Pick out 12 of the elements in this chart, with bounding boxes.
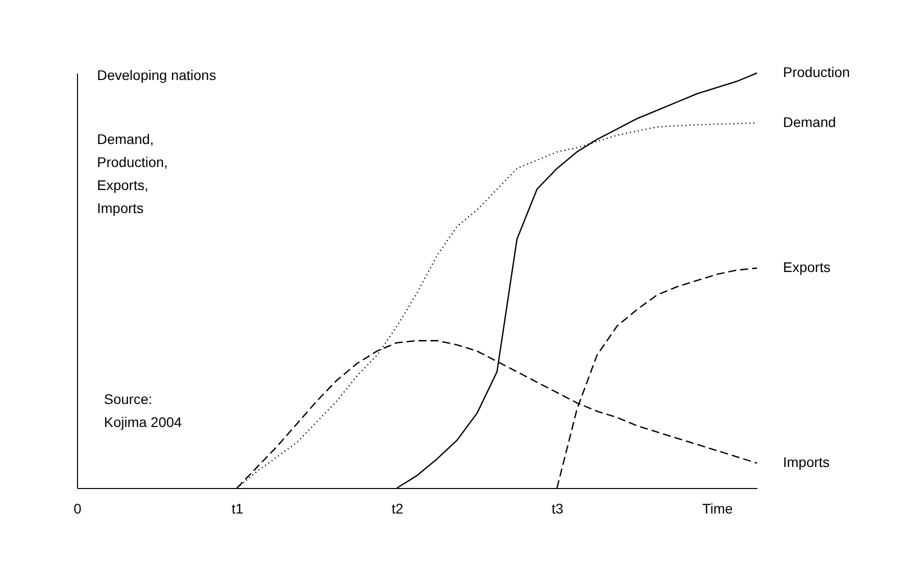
x-tick-label: Time [702, 500, 734, 516]
series-label: Imports [783, 454, 830, 470]
x-tick-label: t2 [392, 500, 404, 516]
x-tick-label: t1 [232, 500, 244, 516]
annotation: Source: Kojima 2004 [104, 391, 182, 430]
series-label: Exports [783, 259, 830, 276]
y-axis-title: Demand, Production, Exports, Imports [97, 131, 168, 216]
x-tick-label: 0 [74, 500, 82, 516]
series-label: Production [783, 64, 850, 80]
series-label: Demand [783, 114, 836, 130]
chart-title: Developing nations [97, 67, 216, 83]
x-tick-label: t3 [552, 500, 564, 516]
